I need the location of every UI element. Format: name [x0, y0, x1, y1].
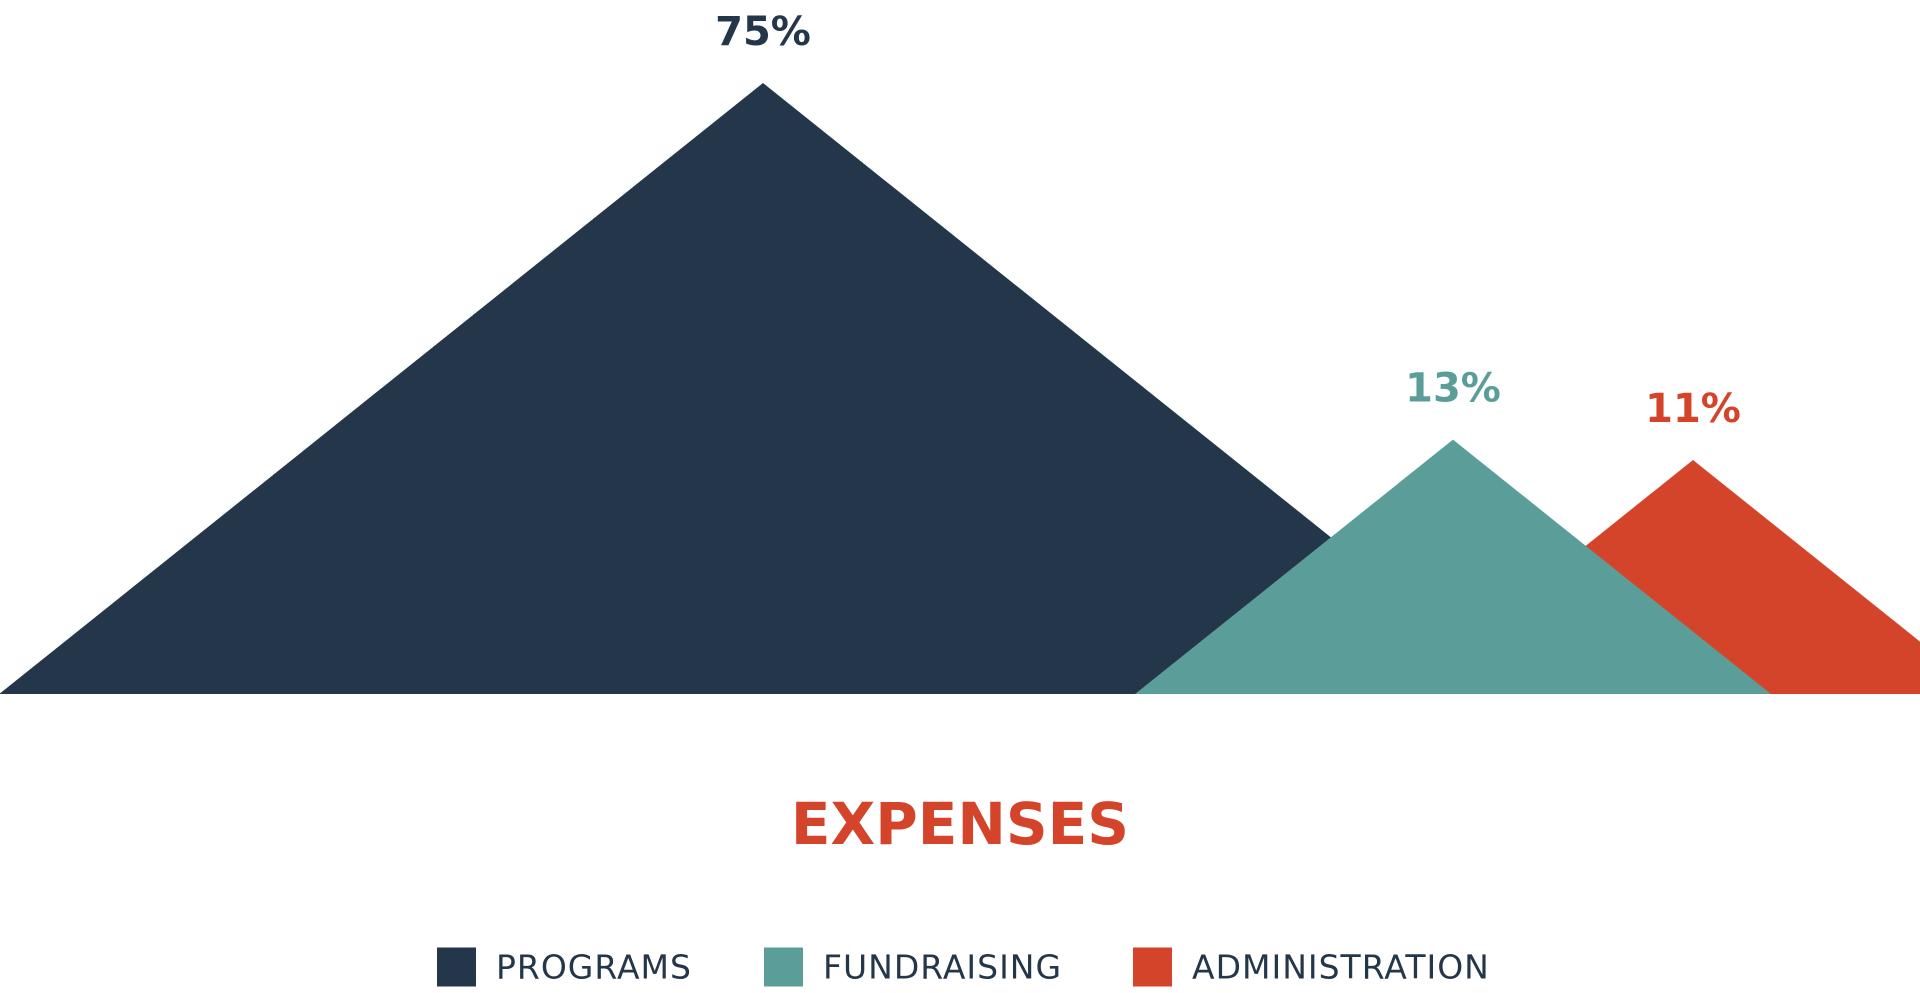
triangle	[1135, 439, 1771, 694]
value-label: 75%	[715, 9, 811, 55]
legend-label: FUNDRAISING	[823, 948, 1062, 987]
legend-swatch	[437, 947, 476, 987]
legend-label: PROGRAMS	[496, 948, 692, 987]
legend-label: ADMINISTRATION	[1192, 948, 1490, 987]
legend-swatch	[1133, 947, 1172, 987]
triangle	[0, 83, 1527, 694]
legend: PROGRAMS FUNDRAISING ADMINISTRATION	[437, 947, 1490, 987]
legend-swatch	[764, 947, 803, 987]
value-label: 11%	[1645, 386, 1741, 432]
chart-title: EXPENSES	[791, 790, 1129, 858]
plot-area: 75% 11% 13%	[0, 9, 1920, 694]
value-label: 13%	[1405, 366, 1501, 412]
